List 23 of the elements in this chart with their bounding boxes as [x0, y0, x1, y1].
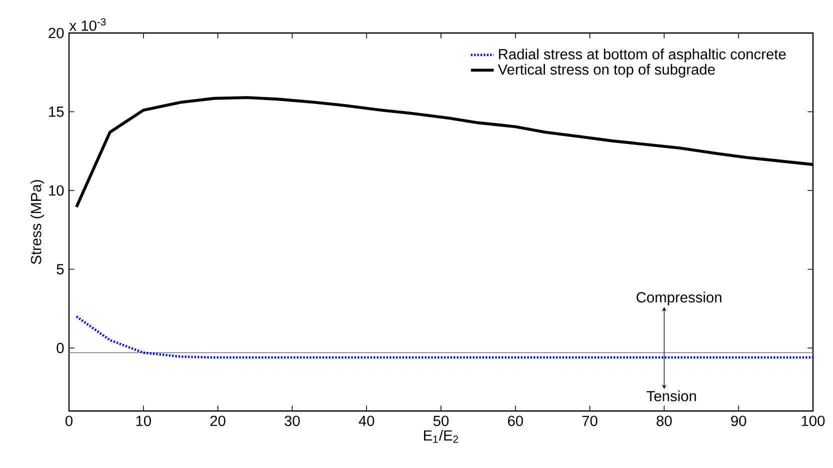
- y-tick-label: 15: [49, 106, 64, 117]
- x-axis-title: E$_{1}$/E$_{2}$: [424, 430, 458, 443]
- annotation: Tension: [646, 390, 696, 402]
- annotation: Compression: [636, 292, 722, 306]
- legend-label: Vertical stress on top of subgrade: [498, 64, 715, 78]
- x-tick-label: 30: [284, 416, 300, 426]
- x-tick-label: 80: [656, 416, 672, 426]
- x-tick-label: 50: [433, 416, 449, 426]
- legend-label: Radial stress at bottom of asphaltic concrete: [499, 48, 786, 62]
- y-tick-label: 10: [49, 185, 64, 196]
- y-tick-label: 20: [48, 28, 64, 38]
- x-tick-label: 0: [66, 416, 73, 426]
- text: x 10$^{-3}$: [69, 18, 106, 31]
- x-tick-label: 20: [210, 416, 226, 426]
- y-tick-label: 0: [56, 342, 64, 354]
- x-tick-label: 10: [136, 416, 151, 426]
- x-tick-label: 40: [358, 416, 374, 426]
- y-tick-label: 5: [56, 264, 64, 274]
- y-axis-title: Stress (MPa): [30, 180, 44, 264]
- x-tick-label: 100: [802, 416, 825, 426]
- x-tick-label: 60: [508, 416, 523, 426]
- x-tick-label: 90: [731, 416, 746, 426]
- x-tick-label: 70: [582, 416, 598, 426]
